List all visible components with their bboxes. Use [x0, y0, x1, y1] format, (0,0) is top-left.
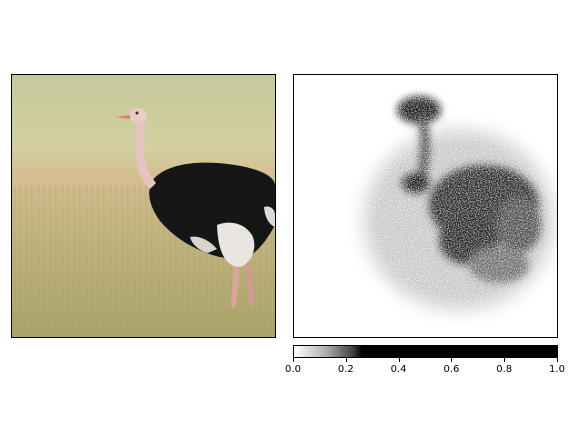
colorbar-tick-label: 0.8 [496, 364, 513, 375]
colorbar-tick-mark [398, 358, 400, 362]
ostrich-photo-image [12, 75, 275, 337]
saliency-heatmap-image [294, 75, 557, 337]
colorbar-tick-mark [451, 358, 453, 362]
colorbar-tick-label: 1.0 [549, 364, 565, 375]
colorbar-tick-label: 0.2 [337, 364, 354, 375]
colorbar-axis: 0.0 0.2 0.4 0.6 0.8 1.0 [285, 358, 565, 378]
colorbar-tick-label: 0.4 [390, 364, 407, 375]
colorbar-tick-label: 0.0 [285, 364, 301, 375]
colorbar-tick-label: 0.6 [443, 364, 460, 375]
colorbar-tick-mark [293, 358, 294, 362]
saliency-heatmap [293, 74, 558, 338]
colorbar [293, 345, 558, 358]
colorbar-gradient [294, 346, 557, 357]
ostrich-photo [11, 74, 276, 338]
colorbar-tick-mark [504, 358, 506, 362]
colorbar-tick-mark [345, 358, 347, 362]
colorbar-tick-mark [557, 358, 558, 362]
